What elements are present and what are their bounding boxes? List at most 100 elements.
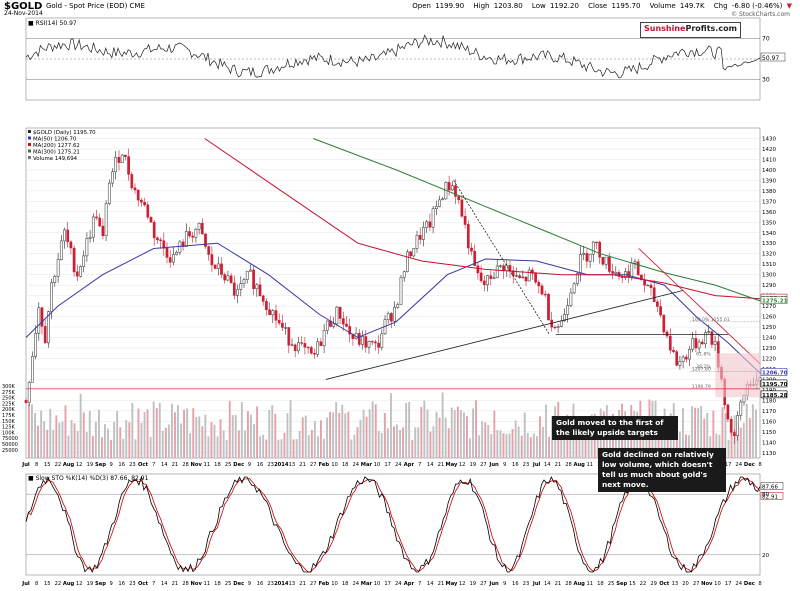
sto-x-label: 14 [427,581,434,587]
volume-bar [432,426,435,458]
volume-bar [609,425,611,458]
volume-bar [326,417,328,458]
volume-tick-label: 275K [2,390,16,396]
volume-bar [678,431,681,458]
high-value: 1203.80 [493,2,523,10]
sto-x-label: Oct [659,581,669,587]
sto-x-label: Nov [701,581,713,587]
candle-body [274,310,278,321]
price-tick-label: 1230 [762,346,776,352]
candle-body [572,283,576,294]
candle-body [300,342,304,344]
ticker-symbol: $GOLD [4,1,43,12]
sto-x-label: 10 [714,581,721,587]
candle-body [213,264,217,269]
candle-body [457,196,461,201]
candle-body [553,326,557,329]
price-x-label: 10 [374,462,381,468]
volume-bar [706,412,709,458]
sto-x-label: 17 [384,581,391,587]
price-x-label: 9 [248,462,251,468]
volume-bar [253,424,255,458]
candle-body [713,341,717,345]
price-x-label: 27 [480,462,487,468]
volume-tick-label: 300K [2,384,16,390]
price-tick-label: 1220 [762,356,776,362]
volume-tick-label: 200K [2,407,16,413]
candle-body [309,347,313,354]
volume-bar [447,428,450,458]
volume-bar [751,404,754,458]
candle-body [409,251,412,257]
candle-body [588,253,592,262]
candle-body [649,284,653,288]
sto-x-label: 9 [248,581,251,587]
candle-body [386,313,390,320]
sto-x-label: 21 [438,581,445,587]
price-x-label: 13 [289,462,296,468]
price-x-label: 8 [758,462,761,468]
candle-body [188,231,191,237]
candle-body [700,341,704,345]
watermark: © StockCharts.com [731,11,790,18]
volume-bar [225,439,228,458]
candle-body [284,327,287,329]
candle-body [101,225,105,237]
candle-body [140,199,143,203]
volume-bar [438,417,441,458]
volume-bar [359,419,362,458]
sto-x-label: 14 [161,581,168,587]
sto-title: ■ Slow STO %K(14) %D(3) 87.66, 82.91 [28,475,149,482]
volume-bar [134,439,137,458]
candle-body [559,320,563,327]
candle-body [370,341,374,343]
sto-x-label: 29 [650,581,657,587]
volume-tick-label: 250K [2,396,16,402]
volume-bar [417,427,420,458]
candle-body [534,273,537,283]
candle-body [156,237,159,241]
candle-body [566,305,570,315]
price-x-label: 9 [503,462,506,468]
rsi-line [25,34,761,79]
candle-body [223,274,227,281]
volume-bar [201,426,204,458]
volume-bar [645,436,648,458]
price-x-label: 24 [352,462,359,468]
sto-x-label: 16 [257,581,264,587]
candle-body [345,323,348,327]
candle-body [729,418,733,433]
candle-body [56,259,60,277]
volume-bar [338,412,341,458]
volume-bar [505,434,508,458]
volume-bar [37,425,39,458]
price-tick-label: 1400 [762,168,776,174]
volume-bar [125,420,128,458]
volume-bar [329,411,331,458]
volume-bar [61,421,64,458]
candle-body [704,332,707,345]
volume-bar [94,421,97,458]
volume-bar [116,411,119,458]
volume-bar [523,412,526,458]
sto-last-box [760,482,784,490]
volume-bar [31,404,33,458]
volume-bar [383,413,386,458]
candle-body [245,270,249,280]
volume-tick-label: 100K [2,430,16,436]
candle-body [143,202,146,206]
rsi-last-box [760,52,786,62]
volume-bar [43,421,46,458]
volume-bar [414,427,417,458]
candle-body [579,254,582,274]
volume-bar [58,422,61,458]
sto-x-label: 11 [204,581,211,587]
sto-x-label: 22 [640,581,647,587]
volume-tick-label: 150K [2,419,16,425]
candle-body [79,266,82,277]
sto-x-label: Jun [488,581,499,587]
volume-bar [536,436,538,458]
sto-x-label: 28 [182,581,189,587]
close-label: Close [588,2,608,10]
volume-bar [167,424,170,458]
